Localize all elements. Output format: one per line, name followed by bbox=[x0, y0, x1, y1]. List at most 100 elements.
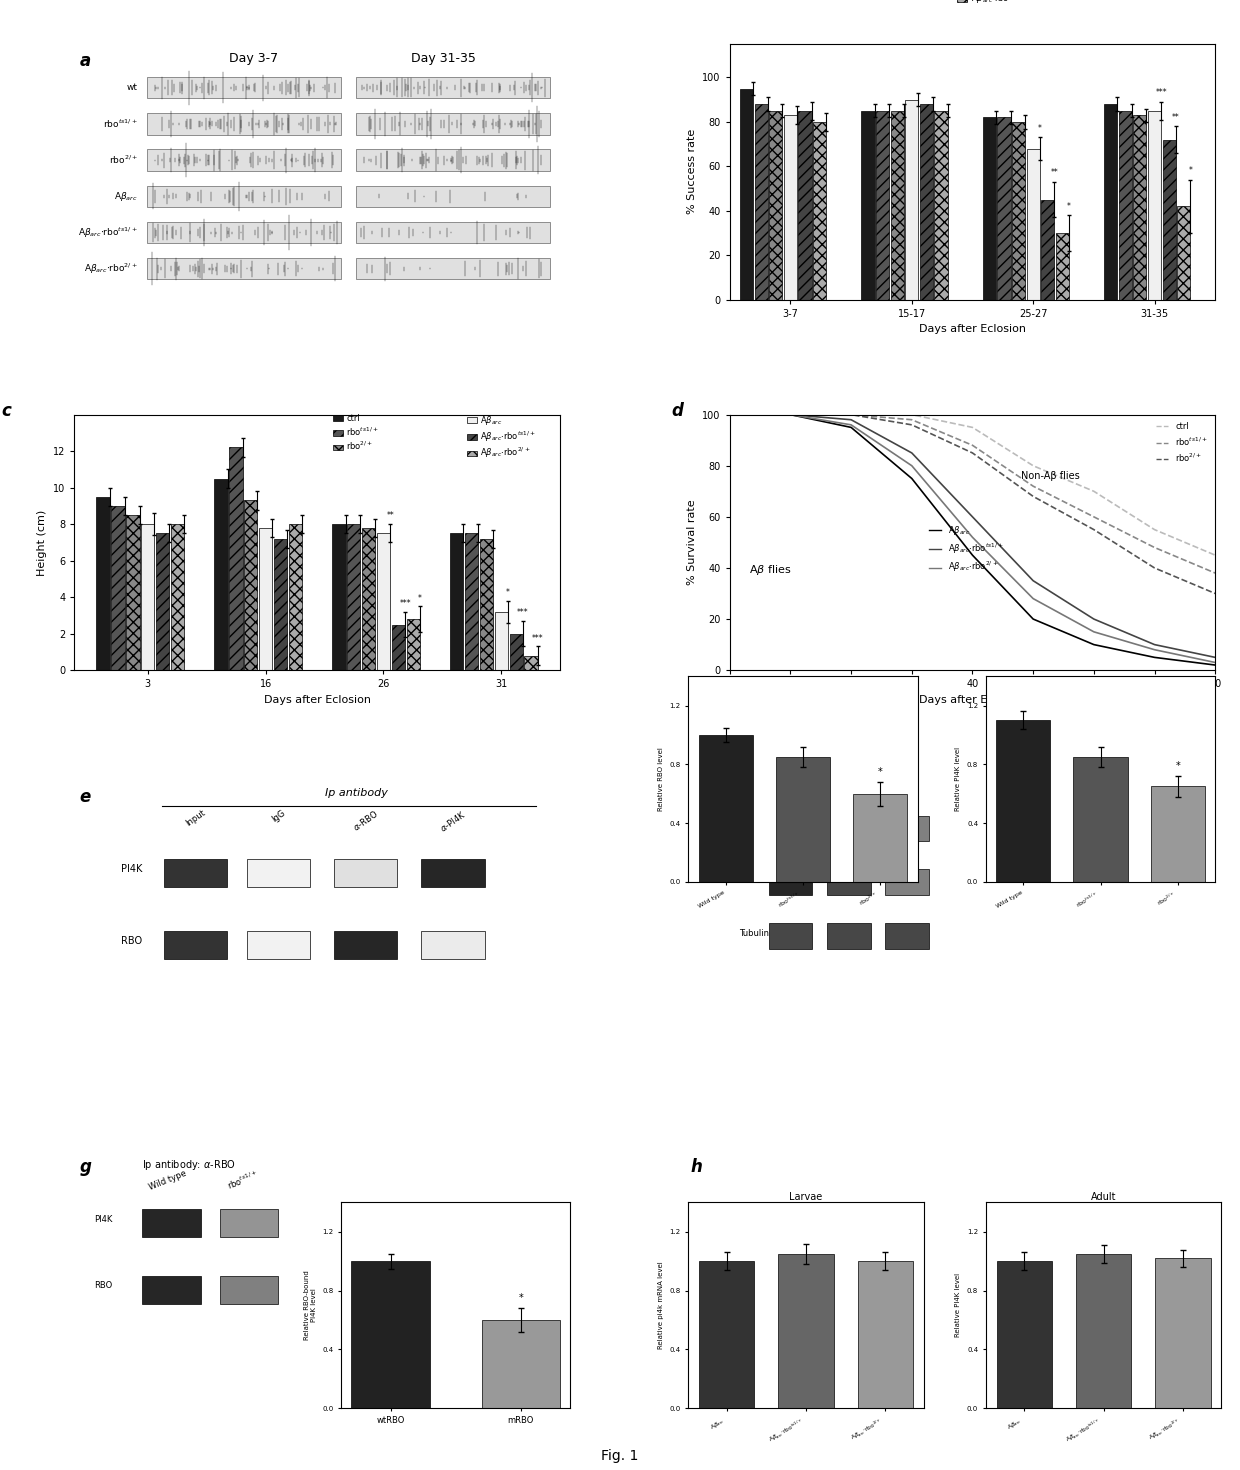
rbo$^{ts1/+}$ bbox=[723, 406, 738, 423]
Bar bbox=[450, 534, 464, 670]
A$\beta_{arc}$ bbox=[843, 419, 858, 437]
Bar bbox=[465, 534, 479, 670]
Bar bbox=[885, 923, 929, 948]
Legend: A$\beta_{arc}$, A$\beta_{arc}$$\cdot$rbo$^{ts1/+}$, A$\beta_{arc}$$\cdot$rbo$^{2: A$\beta_{arc}$, A$\beta_{arc}$$\cdot$rbo… bbox=[957, 0, 1027, 6]
Bar bbox=[862, 110, 874, 300]
Title: Adult: Adult bbox=[1091, 1192, 1116, 1201]
Bar bbox=[858, 1261, 913, 1408]
Bar bbox=[422, 931, 485, 958]
Text: IgG: IgG bbox=[270, 809, 286, 823]
Text: Tubulin: Tubulin bbox=[739, 929, 770, 938]
ctrl bbox=[1086, 482, 1101, 500]
A$\beta_{arc}$ bbox=[1025, 610, 1040, 628]
Bar bbox=[219, 1276, 278, 1304]
rbo$^{ts1/+}$ bbox=[1086, 509, 1101, 526]
X-axis label: Days after Eclosion: Days after Eclosion bbox=[264, 695, 371, 704]
Text: Fig. 1: Fig. 1 bbox=[601, 1448, 639, 1463]
Y-axis label: Relative RBO-bound
PI4K level: Relative RBO-bound PI4K level bbox=[304, 1270, 316, 1341]
A$\beta_{arc}$$\cdot$rbo$^{2/+}$ bbox=[843, 416, 858, 434]
Bar bbox=[356, 259, 551, 279]
Text: a: a bbox=[79, 51, 91, 69]
A$\beta_{arc}$$\cdot$rbo$^{ts1/+}$ bbox=[904, 444, 919, 462]
A$\beta_{arc}$$\cdot$rbo$^{2/+}$ bbox=[1147, 641, 1162, 659]
Bar bbox=[885, 816, 929, 841]
A$\beta_{arc}$$\cdot$rbo$^{ts1/+}$ bbox=[1147, 637, 1162, 654]
Bar bbox=[769, 869, 812, 895]
Line: rbo$^{2/+}$: rbo$^{2/+}$ bbox=[730, 415, 1215, 594]
Bar bbox=[247, 860, 310, 888]
Text: c: c bbox=[1, 401, 11, 420]
Text: **: ** bbox=[1050, 169, 1058, 178]
Text: d: d bbox=[672, 401, 683, 420]
Bar bbox=[1156, 1258, 1210, 1408]
Text: PI4K: PI4K bbox=[122, 864, 143, 875]
Text: *: * bbox=[418, 594, 422, 603]
A$\beta_{arc}$ bbox=[965, 547, 980, 564]
Text: g: g bbox=[79, 1158, 91, 1176]
rbo$^{ts1/+}$ bbox=[1208, 564, 1223, 582]
Text: ***: *** bbox=[399, 600, 410, 609]
Bar bbox=[362, 528, 376, 670]
ctrl bbox=[965, 419, 980, 437]
Bar bbox=[1104, 104, 1117, 300]
Bar bbox=[1148, 110, 1161, 300]
Text: *: * bbox=[1066, 201, 1071, 210]
A$\beta_{arc}$$\cdot$rbo$^{2/+}$ bbox=[904, 457, 919, 475]
Bar bbox=[164, 860, 227, 888]
Text: Ip antibody: $\alpha$-RBO: Ip antibody: $\alpha$-RBO bbox=[143, 1158, 237, 1172]
Bar bbox=[1177, 206, 1190, 300]
A$\beta_{arc}$$\cdot$rbo$^{ts1/+}$ bbox=[843, 412, 858, 429]
Bar bbox=[141, 525, 155, 670]
Bar bbox=[740, 88, 753, 300]
Bar bbox=[97, 497, 110, 670]
Text: rbo$^{ts1/+}$: rbo$^{ts1/+}$ bbox=[832, 792, 864, 817]
Bar bbox=[983, 118, 996, 300]
Bar bbox=[769, 110, 782, 300]
Text: *: * bbox=[878, 767, 883, 776]
Text: Wild type: Wild type bbox=[774, 792, 810, 817]
A$\beta_{arc}$$\cdot$rbo$^{2/+}$ bbox=[723, 406, 738, 423]
Text: $\alpha$-PI4K: $\alpha$-PI4K bbox=[438, 809, 469, 833]
A$\beta_{arc}$$\cdot$rbo$^{ts1/+}$ bbox=[1086, 610, 1101, 628]
A$\beta_{arc}$$\cdot$rbo$^{ts1/+}$ bbox=[1208, 648, 1223, 666]
Bar bbox=[247, 931, 310, 958]
Text: rbo$^{ts1/+}$: rbo$^{ts1/+}$ bbox=[224, 1169, 259, 1192]
Bar bbox=[480, 538, 494, 670]
Line: rbo$^{ts1/+}$: rbo$^{ts1/+}$ bbox=[730, 415, 1215, 573]
rbo$^{ts1/+}$ bbox=[1025, 478, 1040, 495]
A$\beta_{arc}$$\cdot$rbo$^{ts1/+}$ bbox=[723, 406, 738, 423]
Bar bbox=[890, 110, 904, 300]
Text: PI4K: PI4K bbox=[739, 822, 758, 831]
Bar bbox=[334, 931, 397, 958]
Bar bbox=[259, 528, 273, 670]
Bar bbox=[356, 222, 551, 244]
A$\beta_{arc}$ bbox=[723, 406, 738, 423]
ctrl bbox=[1208, 547, 1223, 564]
Bar bbox=[148, 222, 341, 244]
Bar bbox=[885, 869, 929, 895]
rbo$^{2/+}$ bbox=[1147, 559, 1162, 576]
A$\beta_{arc}$$\cdot$rbo$^{2/+}$ bbox=[1086, 623, 1101, 641]
Bar bbox=[112, 506, 125, 670]
Text: rbo$^{ts1/+}$: rbo$^{ts1/+}$ bbox=[103, 118, 138, 131]
ctrl bbox=[904, 406, 919, 423]
rbo$^{2/+}$ bbox=[1208, 585, 1223, 603]
Text: RBO: RBO bbox=[94, 1282, 112, 1291]
Text: h: h bbox=[691, 1158, 703, 1176]
Bar bbox=[219, 1210, 278, 1238]
Bar bbox=[356, 150, 551, 171]
A$\beta_{arc}$ bbox=[1086, 637, 1101, 654]
Bar bbox=[126, 514, 140, 670]
A$\beta_{arc}$ bbox=[904, 470, 919, 488]
Bar bbox=[769, 923, 812, 948]
Bar bbox=[997, 1261, 1052, 1408]
A$\beta_{arc}$ bbox=[782, 406, 797, 423]
Text: *: * bbox=[518, 1294, 523, 1302]
Bar bbox=[1133, 115, 1147, 300]
Bar bbox=[347, 525, 361, 670]
Bar bbox=[996, 720, 1050, 882]
Text: A$\beta_{arc}$$\cdot$rbo$^{2/+}$: A$\beta_{arc}$$\cdot$rbo$^{2/+}$ bbox=[83, 262, 138, 276]
Text: PI4K: PI4K bbox=[94, 1216, 112, 1225]
A$\beta_{arc}$$\cdot$rbo$^{2/+}$ bbox=[1208, 654, 1223, 672]
Bar bbox=[875, 110, 889, 300]
